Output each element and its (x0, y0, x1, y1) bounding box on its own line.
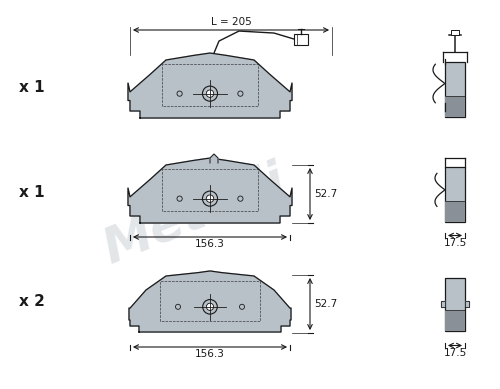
Bar (445, 96, 465, 116)
Circle shape (206, 303, 214, 310)
Text: x 2: x 2 (19, 294, 45, 310)
Circle shape (206, 195, 214, 202)
Text: 156.3: 156.3 (195, 349, 225, 359)
Polygon shape (465, 301, 469, 307)
Text: 17.5: 17.5 (444, 238, 466, 247)
Text: Metelli: Metelli (96, 156, 294, 272)
Text: 52.7: 52.7 (314, 299, 337, 309)
Bar (445, 166, 465, 221)
Text: L = 205: L = 205 (210, 17, 252, 27)
Polygon shape (210, 154, 218, 163)
Text: 156.3: 156.3 (195, 239, 225, 249)
Bar (445, 310, 465, 331)
Text: x 1: x 1 (19, 79, 45, 95)
Bar (294, 33, 308, 44)
Bar (445, 61, 465, 116)
Polygon shape (128, 158, 292, 223)
Text: x 1: x 1 (19, 184, 45, 200)
Circle shape (206, 90, 214, 97)
Bar (445, 277, 465, 331)
Text: 17.5: 17.5 (444, 347, 466, 357)
Bar (445, 201, 465, 221)
Polygon shape (441, 301, 445, 307)
Bar (451, 30, 459, 35)
Text: 52.7: 52.7 (314, 189, 337, 199)
Polygon shape (128, 53, 292, 118)
Polygon shape (129, 271, 291, 332)
